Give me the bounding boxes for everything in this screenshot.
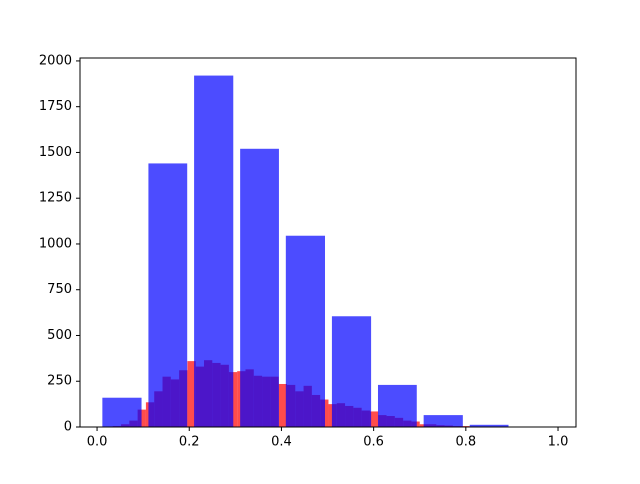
bar [331, 316, 372, 427]
x-tick-label: 0.4 [271, 435, 292, 450]
y-tick-label: 1750 [39, 99, 72, 114]
bar [377, 384, 417, 427]
bar [369, 411, 379, 427]
y-tick-label: 1500 [39, 145, 72, 160]
y-tick-label: 1000 [39, 236, 72, 251]
x-tick-label: 0.6 [363, 435, 384, 450]
x-tick-label: 0.2 [179, 435, 200, 450]
y-tick-label: 0 [64, 420, 72, 435]
y-tick-label: 1250 [39, 191, 72, 206]
y-tick-label: 2000 [39, 53, 72, 68]
bar [240, 148, 279, 428]
bar [423, 415, 463, 427]
bar [194, 75, 234, 428]
plot-frame [79, 57, 577, 428]
bar [148, 163, 188, 427]
bar [278, 383, 287, 427]
bar [285, 235, 326, 427]
x-tick-label: 1.0 [548, 435, 569, 450]
y-tick-label: 500 [47, 328, 72, 343]
x-tick-label: 0.0 [87, 435, 108, 450]
bar [469, 424, 509, 427]
bar [102, 397, 142, 427]
bar [187, 361, 196, 427]
bar [137, 409, 146, 427]
y-tick-label: 750 [47, 282, 72, 297]
y-tick-label: 250 [47, 374, 72, 389]
x-tick-label: 0.8 [455, 435, 476, 450]
